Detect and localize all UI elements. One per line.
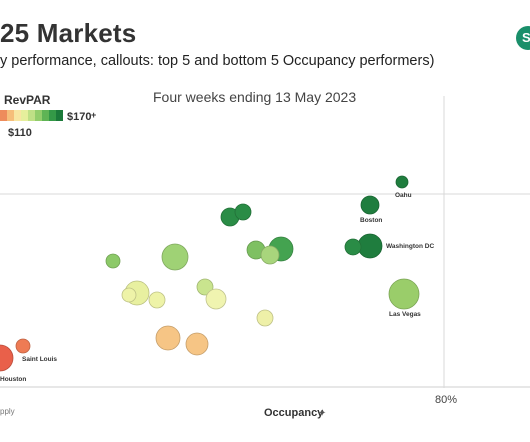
- point-label: Las Vegas: [389, 311, 421, 318]
- x-tick-label: 80%: [435, 394, 457, 406]
- market-point[interactable]: [234, 203, 252, 221]
- pin-icon[interactable]: ✦: [318, 408, 326, 419]
- market-point-las-vegas[interactable]: [388, 278, 420, 310]
- color-legend: RevPAR $170 + $110: [0, 93, 96, 139]
- market-point[interactable]: [196, 278, 214, 296]
- market-point-saint-louis[interactable]: [15, 338, 31, 354]
- point-label: Washington DC: [386, 243, 434, 250]
- data-points: [0, 175, 420, 372]
- market-point-oahu[interactable]: [395, 175, 409, 189]
- chart-title: 25 Markets: [0, 18, 137, 48]
- market-point[interactable]: [155, 325, 181, 351]
- reference-lines: [0, 96, 530, 388]
- period-label: Four weeks ending 13 May 2023: [153, 89, 357, 105]
- market-point[interactable]: [185, 332, 209, 356]
- legend-max-marker: +: [91, 110, 96, 120]
- point-label: Houston: [0, 376, 26, 383]
- x-axis-title: Occupancy: [264, 407, 324, 419]
- data-point-labels: Oahu Boston Washington DC Las Vegas Saint Lo…: [0, 192, 434, 383]
- legend-gradient: [0, 110, 63, 121]
- point-label: Oahu: [395, 192, 412, 199]
- market-point-washington-dc[interactable]: [357, 233, 383, 259]
- legend-swatch: [49, 110, 56, 121]
- market-point[interactable]: [148, 291, 166, 309]
- market-point[interactable]: [161, 243, 189, 271]
- market-point[interactable]: [260, 245, 280, 265]
- point-label: Boston: [360, 217, 382, 224]
- legend-swatch: [42, 110, 49, 121]
- legend-swatch: [35, 110, 42, 121]
- legend-swatch: [56, 110, 63, 121]
- market-point[interactable]: [105, 253, 121, 269]
- chart-subtitle: y performance, callouts: top 5 and botto…: [0, 53, 435, 69]
- app-logo[interactable]: S: [516, 26, 530, 50]
- legend-swatch: [0, 110, 7, 121]
- market-point[interactable]: [205, 288, 227, 310]
- market-point[interactable]: [344, 238, 362, 256]
- market-point[interactable]: [256, 309, 274, 327]
- legend-title: RevPAR: [4, 93, 51, 107]
- legend-max-label: $170: [67, 111, 91, 123]
- legend-mid-label: $110: [8, 127, 32, 139]
- legend-swatch: [21, 110, 28, 121]
- footer-note: pply: [0, 407, 15, 416]
- market-point[interactable]: [121, 287, 137, 303]
- legend-swatch: [28, 110, 35, 121]
- point-label: Saint Louis: [22, 356, 57, 363]
- legend-swatch: [7, 110, 14, 121]
- market-point-boston[interactable]: [360, 195, 380, 215]
- legend-swatch: [14, 110, 21, 121]
- market-point-houston[interactable]: [0, 344, 14, 372]
